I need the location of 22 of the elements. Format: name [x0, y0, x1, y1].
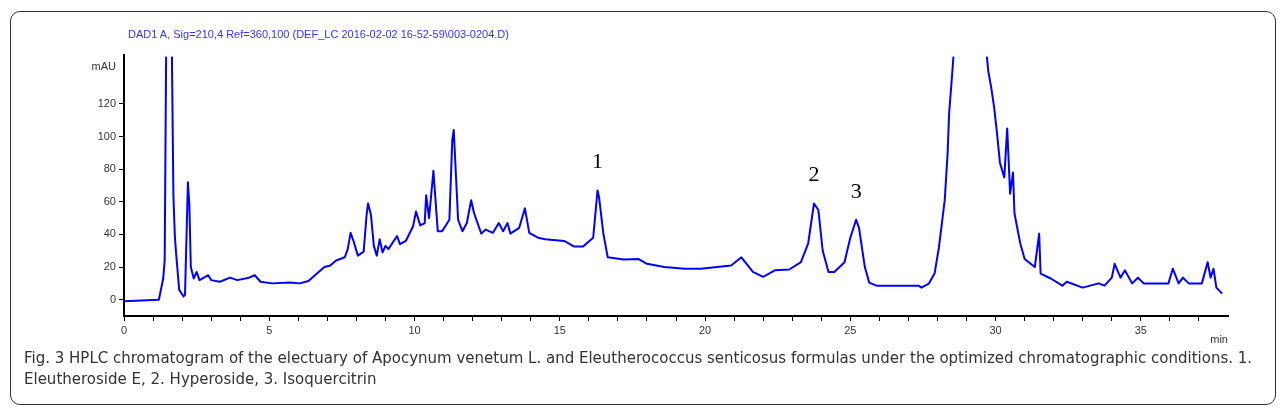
y-tick-label: 80: [103, 162, 116, 175]
x-tick-label: 30: [989, 323, 1002, 336]
y-tick-label: 40: [103, 227, 116, 240]
y-tick-label: 100: [97, 129, 116, 142]
x-tick-label: 25: [844, 323, 857, 336]
x-tick-label: 5: [266, 323, 273, 336]
x-tick-label: 20: [698, 323, 712, 336]
caption: Fig. 3 HPLC chromatogram of the electuary of Apocynum venetum L. and Eleutherococcus senticosus formulas under the optimized chromatographic conditions. 1. Eleutheroside E, 2. Hyperoside, 3. Isoquercitrin: [24, 348, 1254, 390]
x-tick-label: 15: [553, 323, 566, 336]
y-axis-title: mAU: [91, 60, 117, 73]
chart-title: DAD1 A, Sig=210,4 Ref=360,100 (DEF_LC 2016-02-02 16-52-59\003-0204.D): [128, 28, 509, 40]
x-tick-label: 0: [120, 323, 128, 336]
x-tick-label: 10: [408, 323, 421, 336]
annotation: 1: [592, 148, 604, 174]
y-tick-label: 120: [97, 96, 116, 109]
x-axis-title: min: [1210, 332, 1228, 345]
y-tick-label: 60: [103, 194, 116, 207]
y-tick-label: 20: [103, 260, 116, 273]
annotation: 2: [808, 161, 820, 187]
x-tick-label: 35: [1134, 323, 1147, 336]
annotation: 3: [850, 177, 862, 203]
y-tick-label: 0: [109, 292, 116, 305]
